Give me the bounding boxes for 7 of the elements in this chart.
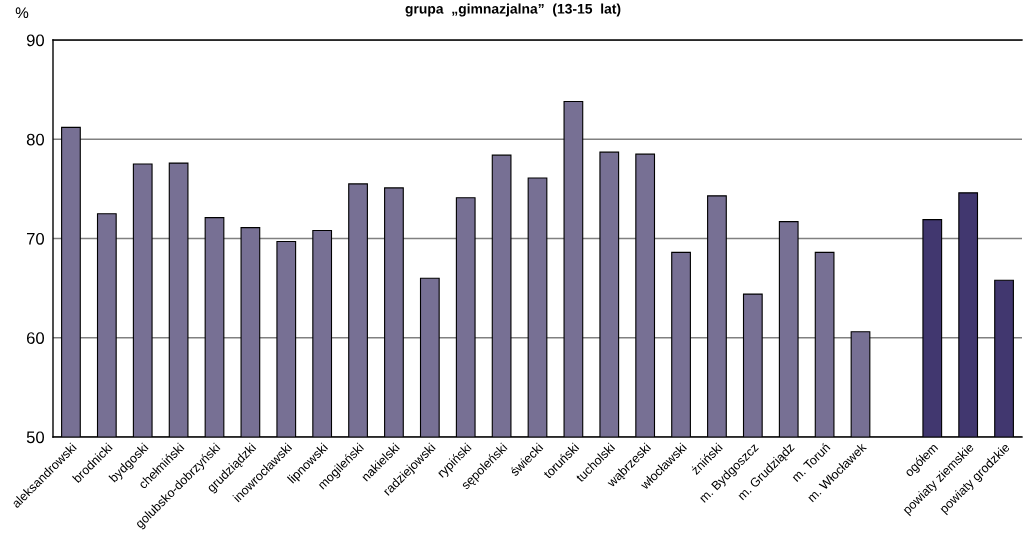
y-tick-label: 60 [26, 332, 45, 344]
y-axis-title: % [15, 7, 29, 19]
chart-title: grupa „gimnazjalna” (13-15 lat) [405, 3, 621, 17]
y-tick-label: 70 [26, 232, 45, 245]
y-tick-label: 90 [26, 34, 45, 47]
y-tick-label: 50 [26, 431, 45, 444]
y-tick-label: 80 [26, 133, 45, 146]
